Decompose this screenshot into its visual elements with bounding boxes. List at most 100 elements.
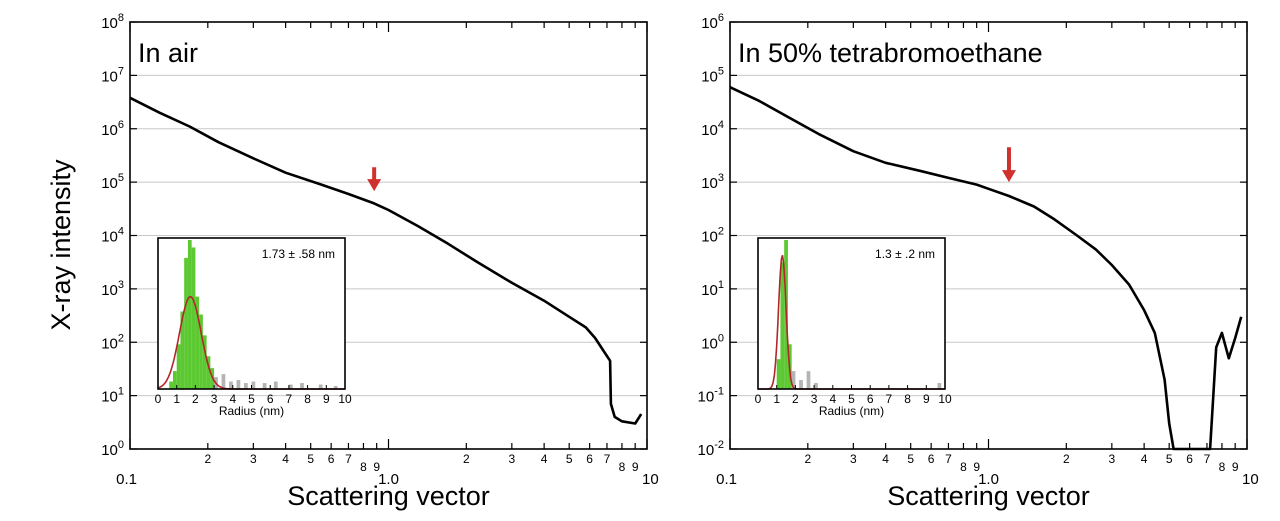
y-tick-label: 107 — [101, 65, 124, 85]
x-tick-label: 0.1 — [116, 471, 137, 488]
inset-bar-gray — [300, 383, 304, 389]
x-tick-label: 5 — [566, 452, 573, 466]
inset-x-tick-label: 5 — [248, 392, 255, 406]
y-tick-label: 101 — [101, 386, 124, 406]
x-tick-label: 2 — [463, 452, 470, 466]
x-tick-label: 3 — [250, 452, 257, 466]
inset-bar-green — [176, 344, 181, 389]
inset-x-axis-label: Radius (nm) — [219, 404, 284, 418]
inset-bar-green — [180, 311, 185, 389]
x-tick-label: 4 — [1141, 452, 1148, 466]
y-tick-label: 101 — [701, 279, 724, 299]
inset-bar-green — [776, 359, 781, 389]
inset-bar-gray — [806, 371, 811, 389]
inset-bar-green — [184, 257, 188, 389]
inset-x-tick-label: 4 — [229, 392, 236, 406]
inset-bar-gray — [229, 381, 233, 389]
inset-bar-gray — [244, 383, 248, 389]
x-tick-label: 2 — [204, 452, 211, 466]
x-tick-label: 6 — [1186, 452, 1193, 466]
inset-x-tick-label: 6 — [867, 392, 874, 406]
inset-x-tick-label: 0 — [155, 392, 162, 406]
x-tick-label: 7 — [1204, 452, 1211, 466]
y-tick-label: 104 — [101, 226, 124, 246]
x-tick-label: 5 — [307, 452, 314, 466]
inset-bar-green — [195, 296, 200, 389]
x-tick-label: 1.0 — [378, 471, 399, 488]
inset-x-tick-label: 7 — [886, 392, 893, 406]
x-tick-label: 8 — [960, 460, 967, 474]
panel-title: In air — [138, 38, 198, 68]
y-tick-label: 102 — [101, 332, 124, 352]
y-tick-label: 106 — [101, 119, 124, 139]
x-tick-label: 8 — [1219, 460, 1226, 474]
inset-bar-gray — [814, 383, 818, 389]
x-tick-label: 9 — [373, 460, 380, 474]
inset-bar-gray — [273, 381, 278, 389]
x-tick-label: 8 — [619, 460, 626, 474]
x-tick-label: 6 — [928, 452, 935, 466]
x-tick-label: 5 — [907, 452, 914, 466]
y-tick-label: 108 — [101, 12, 124, 32]
inset-x-tick-label: 7 — [286, 392, 293, 406]
x-tick-label: 4 — [541, 452, 548, 466]
x-tick-label: 8 — [360, 460, 367, 474]
x-tick-label: 10 — [1242, 471, 1259, 488]
inset-x-tick-label: 3 — [811, 392, 818, 406]
x-tick-label: 5 — [1166, 452, 1173, 466]
y-tick-label: 105 — [101, 172, 124, 192]
inset-bar-green — [191, 247, 196, 389]
inset-x-tick-label: 9 — [323, 392, 330, 406]
x-axis-label: Scattering vector — [287, 481, 490, 511]
inset-histogram: 0 1 2 3 4 5 6 7 8 9 10 Radius (nm) 1.73 ± .58 nm — [155, 237, 352, 418]
inset-bar-gray — [236, 380, 241, 389]
inset-x-axis-label: Radius (nm) — [819, 404, 884, 418]
inset-x-tick-label: 8 — [304, 392, 311, 406]
inset-bar-gray — [791, 371, 796, 389]
y-tick-label: 100 — [701, 332, 724, 352]
x-tick-label: 4 — [282, 452, 289, 466]
inset-annotation: 1.3 ± .2 nm — [875, 247, 935, 261]
inset-x-tick-label: 2 — [192, 392, 199, 406]
inset-bar-green — [780, 262, 785, 389]
inset-x-tick-label: 10 — [338, 392, 352, 406]
inset-bar-green — [187, 240, 192, 389]
x-tick-label: 7 — [945, 452, 952, 466]
inset-x-tick-label: 2 — [792, 392, 799, 406]
inset-bar-green — [202, 335, 207, 389]
inset-bar-gray — [288, 384, 293, 389]
y-tick-label: 103 — [701, 172, 724, 192]
x-tick-label: 7 — [345, 452, 352, 466]
x-tick-label: 6 — [586, 452, 593, 466]
arrow-head — [367, 179, 382, 192]
inset-bar-green — [199, 314, 203, 389]
inset-bar-green — [172, 371, 177, 389]
x-tick-label: 9 — [632, 460, 639, 474]
x-tick-label: 3 — [850, 452, 857, 466]
inset-x-tick-label: 0 — [755, 392, 762, 406]
inset-bar-gray — [221, 374, 226, 389]
inset-x-tick-label: 3 — [211, 392, 218, 406]
y-tick-label: 106 — [701, 12, 724, 32]
x-tick-label: 3 — [1108, 452, 1115, 466]
panel-title: In 50% tetrabromoethane — [738, 38, 1043, 68]
x-tick-label: 0.1 — [716, 471, 737, 488]
inset-x-tick-label: 10 — [938, 392, 952, 406]
x-tick-label: 2 — [804, 452, 811, 466]
y-tick-label: 10-1 — [698, 386, 724, 406]
data-series-line — [129, 96, 643, 425]
inset-x-tick-label: 1 — [773, 392, 780, 406]
y-tick-label: 10-2 — [698, 439, 724, 459]
inset-histogram: 0 1 2 3 4 5 6 7 8 9 10 Radius (nm) 1.3 ± .2 nm — [755, 237, 952, 418]
x-tick-label: 9 — [973, 460, 980, 474]
inset-annotation: 1.73 ± .58 nm — [262, 247, 335, 261]
inset-bar-gray — [251, 381, 256, 389]
arrow-head — [1001, 170, 1016, 183]
inset-bar-green — [206, 356, 211, 389]
inset-bar-gray — [318, 384, 323, 389]
inset-x-tick-label: 4 — [829, 392, 836, 406]
y-tick-label: 104 — [701, 119, 724, 139]
